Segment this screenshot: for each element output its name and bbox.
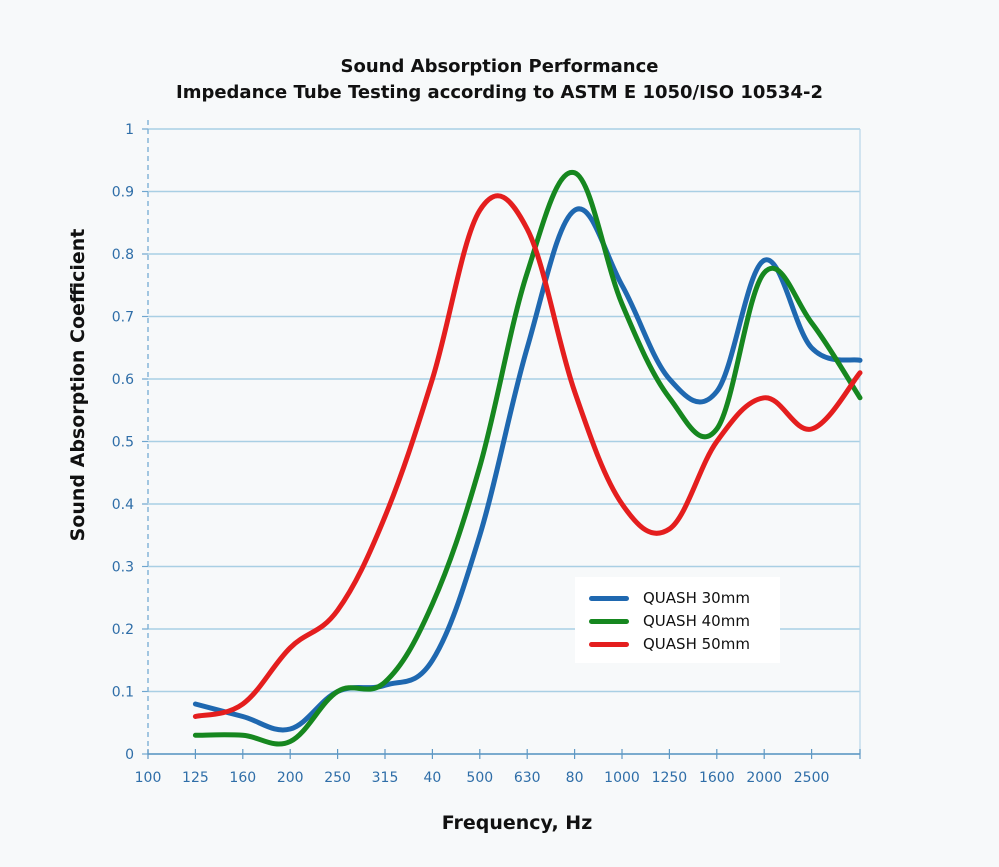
y-tick-label: 1 — [125, 122, 134, 138]
x-tick-label: 200 — [277, 770, 304, 786]
legend-label-50mm: QUASH 50mm — [643, 635, 750, 653]
legend-label-30mm: QUASH 30mm — [643, 589, 750, 607]
x-tick-label: 315 — [372, 770, 399, 786]
x-tick-label: 125 — [182, 770, 209, 786]
y-tick-label: 0 — [125, 747, 134, 763]
grid-lines — [142, 120, 861, 755]
legend-item-50mm: QUASH 50mm — [589, 634, 750, 654]
y-tick-label: 0.7 — [112, 310, 134, 326]
series-lines — [192, 170, 863, 747]
legend-swatch-40mm — [589, 618, 629, 624]
y-tick-label: 0.2 — [112, 622, 134, 638]
x-axis-label: Frequency, Hz — [441, 812, 593, 834]
legend-label-40mm: QUASH 40mm — [643, 612, 750, 630]
x-tick-label: 2500 — [794, 770, 830, 786]
x-tick-label: 630 — [514, 770, 541, 786]
x-tick-label: 40 — [423, 770, 441, 786]
x-tick-label: 160 — [229, 770, 256, 786]
y-tick-label: 0.4 — [112, 497, 134, 513]
x-tick-label: 2000 — [746, 770, 782, 786]
legend-item-30mm: QUASH 30mm — [589, 588, 750, 608]
y-tick-label: 0.1 — [112, 685, 134, 701]
x-axis-ticks: 100 125 160 200 250 315 40 500 630 80 1000 1250 1600… — [135, 749, 861, 786]
y-tick-label: 0.9 — [112, 185, 134, 201]
y-tick-label: 0.3 — [112, 560, 134, 576]
legend: QUASH 30mm QUASH 40mm QUASH 50mm — [575, 577, 780, 663]
chart-subtitle: Impedance Tube Testing according to ASTM… — [176, 82, 823, 103]
x-tick-label: 1250 — [652, 770, 688, 786]
series-line-50mm — [192, 193, 863, 719]
x-tick-label: 1600 — [699, 770, 735, 786]
x-tick-label: 1000 — [604, 770, 640, 786]
x-tick-label: 80 — [566, 770, 584, 786]
y-axis-ticks: 0 0.1 0.2 0.3 0.4 0.5 0.6 0.7 0.8 0.9 1 — [112, 122, 134, 763]
legend-swatch-30mm — [589, 595, 629, 601]
series-line-40mm — [192, 170, 863, 747]
x-tick-label: 500 — [466, 770, 493, 786]
y-tick-label: 0.8 — [112, 247, 134, 263]
legend-swatch-50mm — [589, 641, 629, 647]
y-tick-label: 0.6 — [112, 372, 134, 388]
chart-title: Sound Absorption Performance — [340, 56, 659, 77]
x-tick-label: 100 — [135, 770, 162, 786]
y-tick-label: 0.5 — [112, 435, 134, 451]
legend-item-40mm: QUASH 40mm — [589, 611, 750, 631]
x-tick-label: 250 — [324, 770, 351, 786]
